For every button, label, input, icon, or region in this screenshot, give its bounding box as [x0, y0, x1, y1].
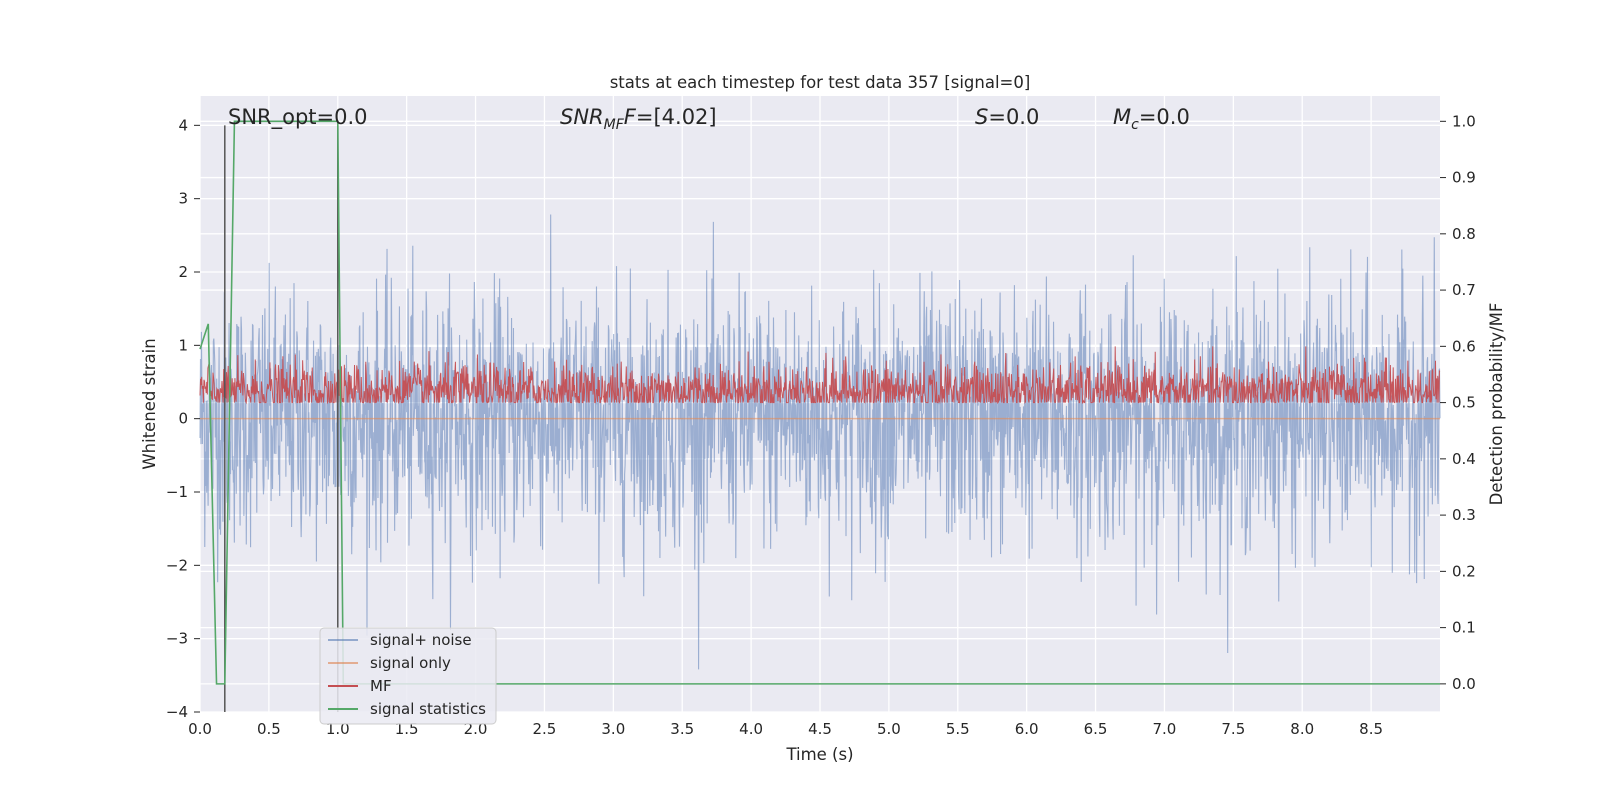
y2-axis-label: Detection probability/MF: [1487, 303, 1506, 506]
x-tick-label: 5.0: [877, 720, 901, 738]
x-tick-label: 3.0: [601, 720, 625, 738]
y2-tick-label: 0.6: [1452, 337, 1476, 355]
axes-labels: 0.0 0.5 1.0 1.5 2.0 2.5 3.0 3.5 4.0 4.5 5.0 5.5 6.0 6…: [166, 112, 1476, 738]
x-tick-label: 7.0: [1153, 720, 1177, 738]
legend-label-mf: MF: [370, 677, 392, 695]
x-tick-label: 8.0: [1290, 720, 1314, 738]
y2-tick-label: 0.8: [1452, 225, 1476, 243]
x-tick-label: 3.5: [670, 720, 694, 738]
y-tick-label: 2: [178, 263, 188, 281]
x-tick-label: 7.5: [1221, 720, 1245, 738]
annotation-snr-opt: SNR_opt=0.0: [228, 105, 368, 130]
legend-box: [319, 627, 497, 725]
x-tick-label: 8.5: [1359, 720, 1383, 738]
x-tick-label: 2.5: [533, 720, 557, 738]
x-tick-label: 5.5: [946, 720, 970, 738]
annotation-mc: Mc=0.0: [1113, 105, 1190, 133]
y2-tick-label: 0.0: [1452, 675, 1476, 693]
y2-tick-label: 0.4: [1452, 450, 1476, 468]
y-tick-label: 3: [178, 190, 188, 208]
legend-label-signal-noise: signal+ noise: [370, 631, 472, 649]
y2-tick-label: 0.9: [1452, 169, 1476, 187]
y2-tick-label: 0.3: [1452, 506, 1476, 524]
y2-tick-label: 0.2: [1452, 562, 1476, 580]
y2-tick-label: 0.1: [1452, 619, 1476, 637]
annotation-s: S=0.0: [975, 105, 1039, 129]
y-tick-label: −3: [166, 630, 188, 648]
legend-label-signal-statistics: signal statistics: [370, 700, 486, 718]
y-axis-label: Whitened strain: [140, 338, 159, 469]
x-axis-label: Time (s): [785, 745, 853, 764]
chart-title: stats at each timestep for test data 357…: [610, 73, 1031, 92]
x-tick-label: 4.0: [739, 720, 763, 738]
y-tick-label: 1: [178, 336, 188, 354]
y-tick-label: −2: [166, 556, 188, 574]
y-tick-label: −1: [166, 483, 188, 501]
x-tick-label: 0.5: [257, 720, 281, 738]
y-tick-label: 4: [178, 116, 188, 134]
series-line-signal-noise: [199, 214, 1441, 670]
annotation-snr-mf: SNRMFF=[4.02]: [560, 105, 717, 133]
y2-tick-label: 0.5: [1452, 394, 1476, 412]
x-tick-label: 4.5: [808, 720, 832, 738]
y2-tick-label: 1.0: [1452, 112, 1476, 130]
legend-label-signal-only: signal only: [370, 654, 451, 672]
y2-tick-label: 0.7: [1452, 281, 1476, 299]
x-tick-label: 0.0: [188, 720, 212, 738]
annotations: SNR_opt=0.0 SNRMFF=[4.02] S=0.0 Mc=0.0: [228, 105, 1190, 133]
y-tick-label: 0: [178, 410, 188, 428]
x-tick-label: 6.0: [1015, 720, 1039, 738]
y-tick-label: −4: [166, 703, 188, 721]
x-tick-label: 6.5: [1084, 720, 1108, 738]
legend: signal+ noise signal only MF signal stat…: [319, 627, 497, 725]
series-line-mf: [199, 346, 1441, 405]
